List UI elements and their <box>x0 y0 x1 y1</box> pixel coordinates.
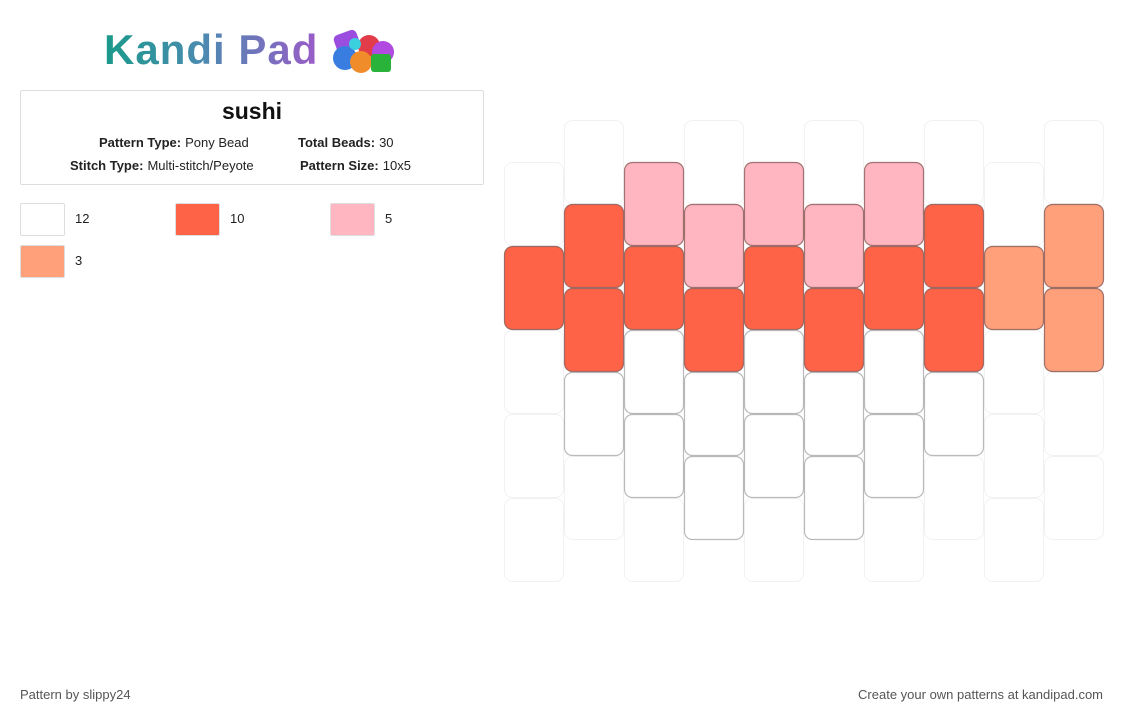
empty-slot <box>804 120 864 204</box>
bead <box>863 161 925 247</box>
bead <box>923 203 985 289</box>
empty-slot <box>984 414 1044 498</box>
info-line: Stitch Type: Multi-stitch/Peyote <box>70 158 254 173</box>
empty-slot <box>564 120 624 204</box>
legend-count: 10 <box>230 211 245 226</box>
bead <box>863 329 925 415</box>
bead <box>863 245 925 331</box>
bead <box>983 245 1045 331</box>
empty-slot <box>504 414 564 498</box>
bead <box>743 329 805 415</box>
pattern-title: sushi <box>221 98 283 124</box>
info-label: Total Beads: <box>298 135 376 150</box>
logo: Kandi Pad <box>104 26 319 73</box>
bead <box>563 203 625 289</box>
bead <box>923 287 985 373</box>
bead <box>803 287 865 373</box>
empty-slot <box>984 162 1044 246</box>
bead <box>683 371 745 457</box>
empty-slot <box>924 120 984 204</box>
info-line: Pattern Size: 10x5 <box>300 158 411 173</box>
bead <box>683 287 745 373</box>
legend-count: 5 <box>385 211 393 226</box>
empty-slot <box>864 498 924 582</box>
legend-swatch <box>175 203 220 236</box>
bead <box>1043 287 1105 373</box>
bead <box>563 287 625 373</box>
empty-slot <box>504 330 564 414</box>
empty-slot <box>1044 120 1104 204</box>
empty-slot <box>1044 372 1104 456</box>
legend-count: 12 <box>75 211 90 226</box>
bead <box>803 455 865 541</box>
bead <box>803 203 865 289</box>
bead <box>683 203 745 289</box>
bead <box>923 371 985 457</box>
bead <box>743 245 805 331</box>
bead <box>1043 203 1105 289</box>
promo: Create your own patterns at kandipad.com <box>858 687 1103 702</box>
info-label: Pattern Size: <box>300 158 379 173</box>
empty-slot <box>564 456 624 540</box>
empty-slot <box>744 498 804 582</box>
info-box <box>20 90 484 185</box>
empty-slot <box>624 498 684 582</box>
legend-swatch <box>20 245 65 278</box>
bead <box>623 161 685 247</box>
legend-count: 3 <box>75 253 83 268</box>
bead <box>503 245 565 331</box>
bead <box>803 371 865 457</box>
bead <box>863 413 925 499</box>
bead <box>683 455 745 541</box>
info-value: Pony Bead <box>185 135 249 150</box>
info-label: Pattern Type: <box>99 135 182 150</box>
logo-icon <box>333 29 394 73</box>
bead <box>623 329 685 415</box>
empty-slot <box>504 498 564 582</box>
empty-slot <box>684 120 744 204</box>
info-value: Multi-stitch/Peyote <box>147 158 254 173</box>
empty-slot <box>984 498 1044 582</box>
legend-swatch <box>20 203 65 236</box>
empty-slot <box>1044 456 1104 540</box>
info-line: Pattern Type: Pony Bead <box>99 135 249 150</box>
bead <box>623 413 685 499</box>
bead <box>623 245 685 331</box>
bead <box>743 161 805 247</box>
info-value: 10x5 <box>382 158 411 173</box>
info-line: Total Beads: 30 <box>298 135 394 150</box>
credit: Pattern by slippy24 <box>20 687 131 702</box>
legend-swatch <box>330 203 375 236</box>
bead <box>743 413 805 499</box>
empty-slot <box>924 456 984 540</box>
empty-slot <box>984 330 1044 414</box>
info-value: 30 <box>379 135 394 150</box>
empty-slot <box>504 162 564 246</box>
info-label: Stitch Type: <box>70 158 144 173</box>
bead <box>563 371 625 457</box>
